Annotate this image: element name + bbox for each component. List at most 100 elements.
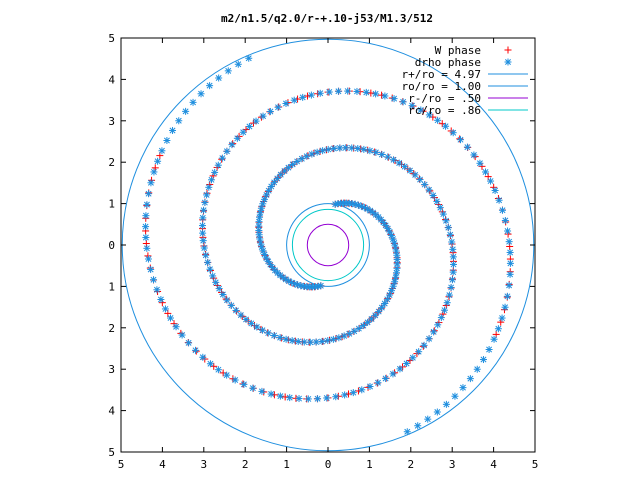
legend-marker-sample <box>504 46 512 54</box>
drho-phase-point <box>175 117 183 125</box>
drho-phase-point <box>212 278 220 286</box>
drho-phase-point <box>147 265 155 273</box>
drho-phase-point <box>374 379 382 387</box>
drho-phase-point <box>403 428 411 436</box>
drho-phase-point <box>430 328 438 336</box>
drho-phase-point <box>223 147 231 155</box>
drho-phase-point <box>253 323 261 331</box>
drho-phase-point <box>239 128 247 136</box>
drho-phase-point <box>433 197 441 205</box>
w-phase-point <box>506 242 514 250</box>
y-tick-label: 4 <box>108 405 115 418</box>
drho-phase-point <box>199 237 207 245</box>
drho-phase-point <box>408 102 416 110</box>
drho-phase-point <box>340 332 348 340</box>
drho-phase-point <box>386 228 394 236</box>
drho-phase-point <box>439 210 447 218</box>
drho-phase-point <box>411 171 419 179</box>
drho-phase-point <box>420 341 428 349</box>
drho-phase-point <box>143 244 151 252</box>
y-tick-label: 5 <box>108 446 115 459</box>
drho-phase-point <box>446 231 454 239</box>
drho-phase-point <box>362 88 370 96</box>
drho-phase-point <box>396 365 404 373</box>
drho-phase-point <box>256 209 264 217</box>
drho-phase-point <box>182 107 190 115</box>
drho-phase-point <box>463 143 471 151</box>
y-tick-label: 3 <box>108 115 115 128</box>
drho-phase-point <box>240 380 248 388</box>
drho-phase-point <box>336 144 344 152</box>
drho-phase-point <box>270 178 278 186</box>
drho-phase-point <box>442 122 450 130</box>
drho-phase-point <box>282 275 290 283</box>
drho-phase-point <box>395 159 403 167</box>
drho-phase-point <box>198 222 206 230</box>
drho-phase-point <box>249 384 257 392</box>
drho-phase-point <box>506 270 514 278</box>
y-tick-label: 2 <box>108 156 115 169</box>
drho-phase-point <box>329 335 337 343</box>
drho-phase-point <box>381 92 389 100</box>
drho-phase-point <box>436 204 444 212</box>
drho-phase-point <box>267 390 275 398</box>
drho-phase-point <box>490 335 498 343</box>
drho-phase-point <box>390 95 398 103</box>
drho-phase-point <box>202 251 210 259</box>
drho-phase-point <box>447 283 455 291</box>
drho-phase-point <box>204 258 212 266</box>
drho-phase-point <box>449 268 457 276</box>
drho-phase-point <box>299 93 307 101</box>
drho-phase-point <box>391 243 399 251</box>
drho-phase-point <box>199 229 207 237</box>
legend-label: ro/ro = 1.00 <box>402 80 481 93</box>
drho-phase-point <box>316 89 324 97</box>
drho-phase-point <box>215 285 223 293</box>
drho-phase-point <box>425 186 433 194</box>
drho-phase-point <box>354 144 362 152</box>
drho-phase-point <box>505 238 513 246</box>
w-phase-point <box>435 201 443 209</box>
drho-phase-point <box>318 337 326 345</box>
drho-phase-point <box>307 91 315 99</box>
drho-phase-point <box>473 365 481 373</box>
drho-phase-point <box>372 90 380 98</box>
drho-phase-point <box>505 281 513 289</box>
drho-phase-point <box>252 117 260 125</box>
drho-phase-point <box>424 415 432 423</box>
drho-phase-point <box>450 260 458 268</box>
drho-phase-point <box>231 376 239 384</box>
drho-phase-point <box>313 148 321 156</box>
x-tick-label: 5 <box>532 458 539 471</box>
drho-phase-point <box>443 299 451 307</box>
y-tick-label: 4 <box>108 73 115 86</box>
drho-phase-point <box>442 217 450 225</box>
drho-phase-point <box>266 107 274 115</box>
drho-phase-point <box>433 408 441 416</box>
drho-phase-point <box>449 253 457 261</box>
drho-phase-point <box>259 247 267 255</box>
drho-phase-point <box>366 147 374 155</box>
drho-phase-point <box>189 98 197 106</box>
drho-phase-point <box>342 144 350 152</box>
drho-phase-point <box>257 239 265 247</box>
drho-phase-point <box>273 174 281 182</box>
drho-phase-point <box>267 182 275 190</box>
drho-phase-point <box>441 306 449 314</box>
drho-phase-point <box>382 375 390 383</box>
drho-phase-point <box>232 306 240 314</box>
drho-phase-point <box>409 354 417 362</box>
drho-phase-point <box>199 214 207 222</box>
drho-phase-point <box>234 60 242 68</box>
drho-phase-point <box>378 304 386 312</box>
drho-phase-point <box>199 353 207 361</box>
drho-phase-point <box>506 248 514 256</box>
drho-phase-point <box>227 301 235 309</box>
drho-phase-point <box>324 337 332 345</box>
drho-phase-point <box>335 334 343 342</box>
drho-phase-point <box>172 323 180 331</box>
phase-points <box>142 54 514 436</box>
drho-phase-point <box>214 161 222 169</box>
drho-phase-point <box>384 153 392 161</box>
